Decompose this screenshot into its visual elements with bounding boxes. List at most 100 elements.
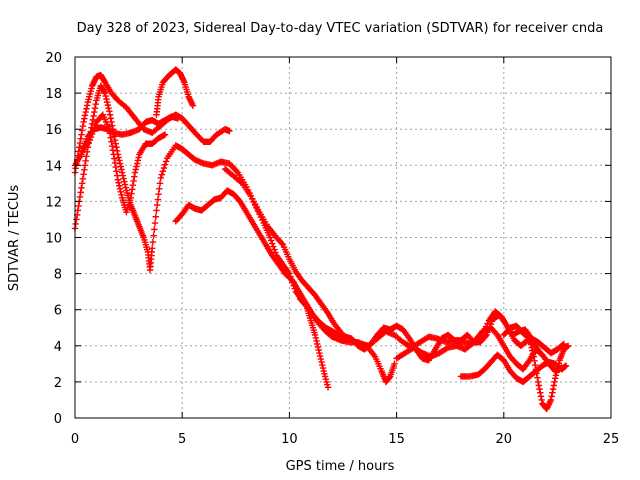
data-point: [314, 340, 321, 348]
data-point: [112, 140, 119, 147]
series-track-11: [500, 322, 572, 413]
data-point: [525, 334, 532, 341]
data-point: [73, 216, 80, 223]
data-point: [555, 360, 563, 367]
data-point: [313, 337, 320, 345]
data-point: [108, 142, 116, 150]
data-point: [78, 131, 85, 138]
data-point: [133, 160, 141, 167]
data-point: [153, 207, 160, 214]
data-point: [78, 180, 86, 187]
data-point: [117, 188, 124, 195]
data-point: [469, 340, 476, 347]
data-point: [74, 207, 82, 214]
data-point: [538, 396, 545, 404]
data-point: [548, 393, 555, 400]
data-point: [530, 353, 538, 360]
data-point: [83, 105, 90, 112]
x-tick-label: 25: [603, 432, 620, 447]
x-tick-label: 10: [281, 432, 298, 447]
data-point: [134, 157, 142, 164]
data-point: [527, 341, 535, 348]
data-point: [266, 234, 274, 241]
data-point: [155, 190, 162, 198]
data-point: [106, 111, 114, 118]
data-point: [549, 385, 557, 393]
data-point: [72, 220, 79, 228]
data-point: [532, 366, 540, 373]
data-point: [121, 178, 128, 185]
data-point: [115, 154, 122, 161]
data-point: [78, 184, 85, 192]
data-point: [148, 245, 156, 252]
data-point: [82, 108, 89, 116]
data-point: [554, 366, 561, 373]
data-point: [537, 389, 544, 396]
data-point: [564, 342, 572, 349]
data-point: [118, 166, 125, 173]
data-point: [79, 122, 87, 130]
data-point: [76, 193, 84, 201]
data-point: [79, 175, 87, 183]
data-point: [311, 331, 319, 339]
x-tick-label: 5: [178, 432, 186, 447]
data-point: [82, 157, 89, 164]
data-point: [315, 346, 322, 354]
y-tick-label: 8: [54, 268, 62, 283]
data-point: [536, 385, 543, 393]
data-point: [189, 102, 197, 109]
data-point: [91, 108, 98, 116]
data-point: [318, 358, 325, 366]
data-point: [129, 181, 137, 189]
data-point: [128, 186, 136, 193]
data-point: [316, 349, 323, 357]
y-tick-label: 14: [45, 159, 62, 174]
data-point: [87, 133, 95, 141]
data-point: [531, 357, 538, 365]
data-point: [131, 173, 138, 180]
grid: [75, 57, 611, 418]
data-point: [151, 219, 159, 227]
data-point: [107, 115, 114, 122]
data-point: [316, 352, 324, 360]
data-point: [130, 177, 137, 185]
data-point: [162, 158, 170, 165]
data-point: [267, 237, 275, 244]
series-track-10: [457, 351, 570, 386]
data-point: [314, 343, 322, 351]
data-point: [81, 166, 88, 174]
data-point: [103, 95, 110, 103]
data-point: [150, 232, 157, 239]
data-point: [159, 168, 167, 175]
data-point: [131, 169, 139, 176]
data-point: [534, 378, 542, 386]
data-point: [156, 185, 163, 192]
data-point: [118, 191, 125, 198]
data-point: [80, 171, 87, 178]
data-point: [112, 163, 119, 171]
data-point: [91, 124, 98, 132]
data-layer: [71, 66, 572, 413]
data-point: [149, 238, 157, 246]
data-point: [319, 364, 327, 372]
data-point: [78, 127, 86, 134]
data-point: [101, 89, 109, 97]
data-point: [271, 246, 278, 253]
data-point: [101, 88, 108, 96]
y-tick-label: 10: [45, 232, 62, 247]
data-point: [133, 163, 140, 170]
data-point: [81, 115, 88, 122]
data-point: [116, 185, 124, 192]
data-point: [160, 164, 168, 172]
data-point: [537, 393, 545, 400]
data-point: [161, 131, 169, 138]
data-point: [111, 159, 119, 167]
data-point: [81, 162, 89, 169]
data-point: [81, 112, 89, 119]
data-point: [535, 382, 543, 389]
data-point: [562, 362, 570, 369]
data-point: [103, 98, 111, 106]
data-point: [554, 363, 562, 370]
data-point: [552, 375, 559, 382]
data-point: [88, 120, 96, 127]
